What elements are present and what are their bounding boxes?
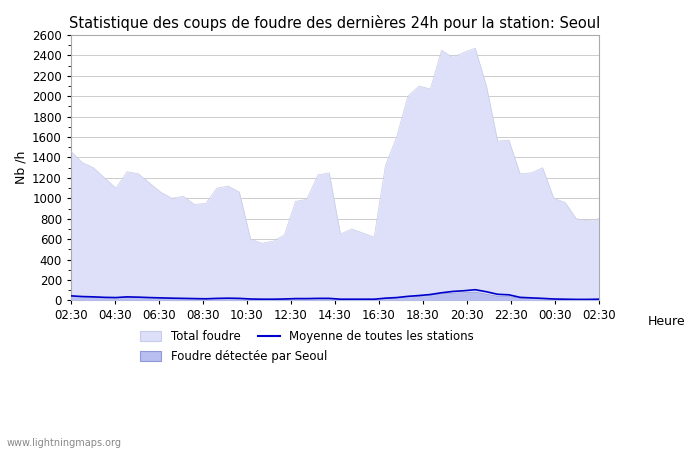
Y-axis label: Nb /h: Nb /h bbox=[15, 151, 28, 184]
Legend: Foudre détectée par Seoul: Foudre détectée par Seoul bbox=[140, 350, 328, 363]
Text: www.lightningmaps.org: www.lightningmaps.org bbox=[7, 438, 122, 448]
Text: Heure: Heure bbox=[648, 315, 685, 328]
Title: Statistique des coups de foudre des dernières 24h pour la station: Seoul: Statistique des coups de foudre des dern… bbox=[69, 15, 601, 31]
